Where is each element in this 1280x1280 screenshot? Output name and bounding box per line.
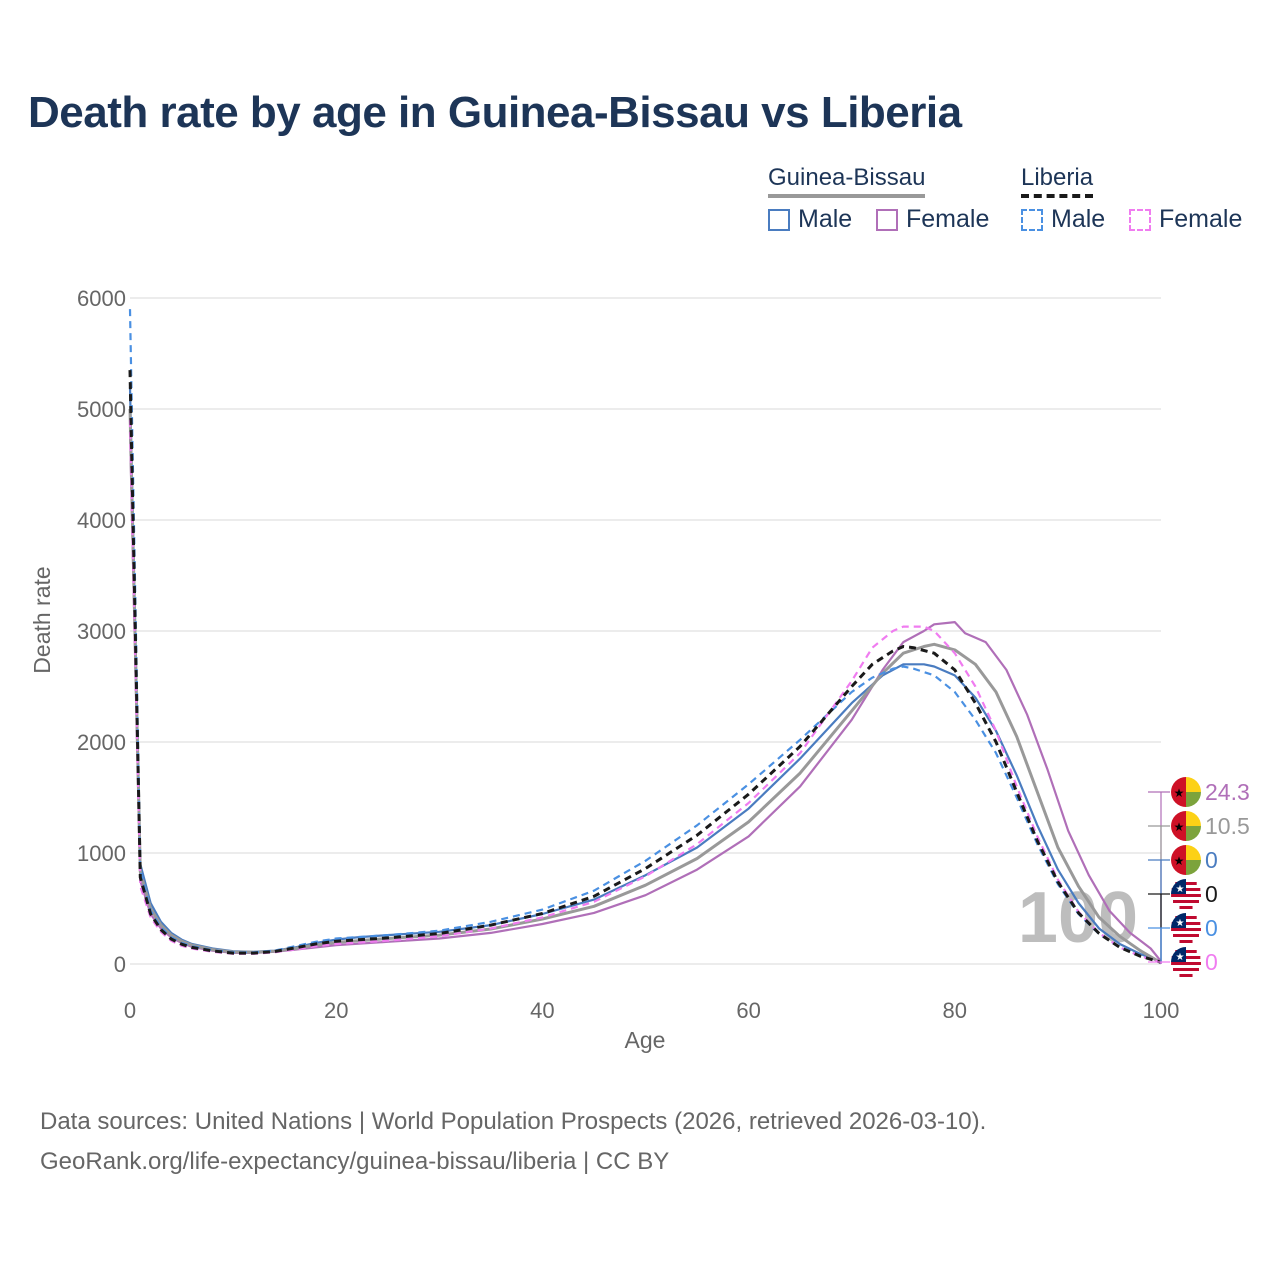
liberia-flag-icon: ★ [1171,913,1201,943]
liberia-flag-icon: ★ [1171,879,1201,909]
flag-star: ★ [1174,820,1185,834]
flag-yellow-band [1186,845,1201,860]
end-value-label: 0 [1205,881,1218,907]
footer-link[interactable]: GeoRank.org/life-expectancy/guinea-bissa… [40,1148,670,1175]
legend-item-gb-female[interactable]: Female [876,205,989,234]
flag-stripe [1179,906,1193,909]
series-lines [128,309,1162,965]
legend-label-lr-male: Male [1051,205,1106,233]
legend-group-guinea-bissau[interactable]: Guinea-Bissau [768,164,926,198]
end-value-label: 0 [1205,915,1218,941]
liberia-flag-icon: ★ [1171,947,1201,977]
end-value-label: 0 [1205,847,1218,873]
y-tick-label: 1000 [77,841,126,866]
x-tick-label: 20 [324,998,348,1023]
series-line-guinea-bissau-total[interactable] [128,408,1162,965]
legend-item-gb-male[interactable]: Male [768,205,852,234]
x-tick-label: 100 [1143,998,1180,1023]
legend-label-gb-female: Female [906,205,990,233]
end-value-label: 0 [1205,949,1218,975]
guinea-bissau-flag-icon: ★ [1171,845,1201,875]
legend-label-lr-female: Female [1159,205,1243,233]
flag-star: ★ [1174,854,1185,868]
flag-green-band [1186,826,1201,841]
x-tick-label: 60 [736,998,760,1023]
end-labels: ★ 24.3 ★ 10.5 ★ 0 ★ 0 ★ 0 ★ 0 [1148,777,1250,977]
series-line-liberia-female[interactable] [128,420,1162,964]
legend-swatch-lr-female [1129,208,1151,231]
flag-yellow-band [1186,811,1201,826]
legend-swatch-gb-male [768,208,790,231]
legend-swatch-lr-male [1021,208,1043,231]
y-tick-label: 6000 [77,286,126,311]
flag-stripe [1173,934,1199,937]
footer-source: Data sources: United Nations | World Pop… [40,1108,987,1135]
flag-stripe [1179,974,1193,977]
flag-canton [1171,913,1186,928]
flag-red-band [1171,811,1186,841]
flag-yellow-band [1186,777,1201,792]
legend-guinea-bissau-line [768,194,926,198]
guinea-bissau-flag-icon: ★ [1171,777,1201,807]
flag-red-band [1171,845,1186,875]
end-value-label: 10.5 [1205,813,1250,839]
x-tick-label: 0 [124,998,136,1023]
y-axis-title: Death rate [29,566,55,673]
flag-green-band [1186,860,1201,875]
y-tick-label: 4000 [77,508,126,533]
flag-canton [1171,947,1186,962]
y-tick-label: 0 [114,952,126,977]
x-axis-title: Age [625,1027,666,1053]
x-tick-label: 40 [530,998,554,1023]
series-line-liberia-male[interactable] [128,309,1162,964]
flag-star: ★ [1176,952,1185,963]
chart-title: Death rate by age in Guinea-Bissau vs Li… [28,88,962,137]
legend-swatch-gb-female [876,208,898,231]
flag-green-band [1186,792,1201,807]
flag-stripe [1173,900,1199,903]
flag-red-band [1171,777,1186,807]
legend-group-guinea-bissau-label: Guinea-Bissau [768,164,926,191]
current-age-watermark: 100 [1018,878,1138,958]
legend-liberia-line [1021,194,1094,198]
flag-stripe [1171,894,1201,897]
guinea-bissau-flag-icon: ★ [1171,811,1201,841]
gridlines [130,297,1161,965]
axes: 0 1000 2000 3000 4000 5000 6000 0 20 40 60 80 100 [77,286,1179,1023]
flag-stripe [1171,928,1201,931]
legend-group-liberia[interactable]: Liberia [1021,164,1094,198]
series-line-guinea-bissau-female[interactable] [128,431,1162,962]
y-tick-label: 5000 [77,397,126,422]
legend-label-gb-male: Male [798,205,853,233]
flag-star: ★ [1176,884,1185,895]
x-tick-label: 80 [943,998,967,1023]
legend-group-liberia-label: Liberia [1021,164,1094,191]
flag-star: ★ [1176,918,1185,929]
end-value-label: 24.3 [1205,779,1250,805]
flag-stripe [1173,968,1199,971]
legend-item-lr-female[interactable]: Female [1129,205,1242,234]
flag-stripe [1171,962,1201,965]
flag-stripe [1179,940,1193,943]
y-tick-label: 2000 [77,730,126,755]
flag-canton [1171,879,1186,894]
legend-item-lr-male[interactable]: Male [1021,205,1105,234]
series-line-guinea-bissau-male[interactable] [128,386,1162,963]
series-line-liberia-total[interactable] [128,370,1162,964]
flag-star: ★ [1174,786,1185,800]
y-tick-label: 3000 [77,619,126,644]
